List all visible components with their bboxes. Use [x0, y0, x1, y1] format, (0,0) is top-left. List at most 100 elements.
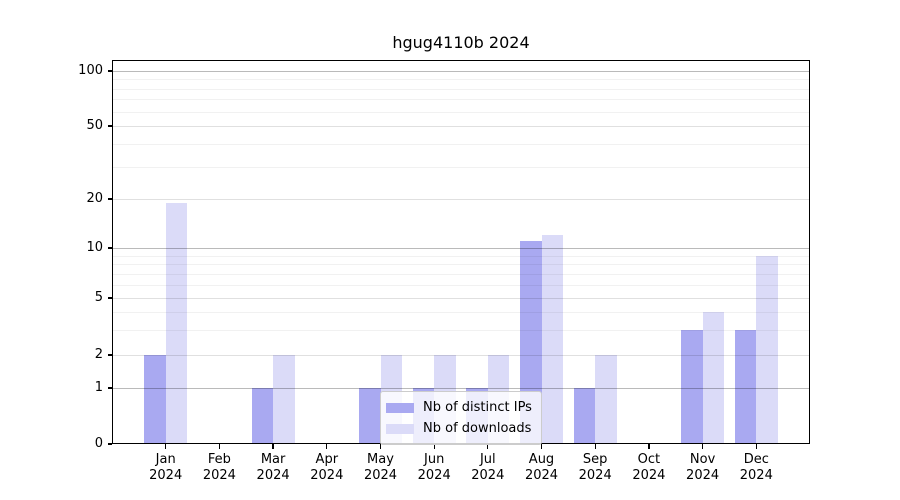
legend-label: Nb of downloads [423, 421, 532, 436]
x-axis-label: Jun 2024 [406, 452, 462, 483]
x-axis-label: Aug 2024 [514, 452, 570, 483]
y-axis-label: 0 [94, 436, 103, 451]
gridline-minor [112, 111, 810, 113]
gridline-major [112, 298, 810, 299]
x-label-year: 2024 [632, 467, 666, 483]
legend: Nb of distinct IPs Nb of downloads [380, 391, 542, 445]
spine-left [112, 60, 114, 444]
y-tick [107, 297, 112, 299]
x-tick [540, 444, 543, 449]
gridline-minor [112, 264, 810, 266]
gridline-minor [112, 273, 810, 275]
y-tick [107, 387, 112, 389]
gridline-minor [112, 88, 810, 90]
bar-downloads [595, 355, 617, 444]
legend-item: Nb of distinct IPs [386, 397, 532, 418]
y-tick [107, 247, 112, 249]
x-label-month: Mar [260, 452, 286, 467]
x-label-year: 2024 [578, 467, 612, 483]
legend-swatch-downloads [386, 423, 414, 434]
y-axis-label: 100 [78, 63, 103, 78]
x-axis-label: Feb 2024 [191, 452, 247, 483]
x-label-year: 2024 [310, 467, 344, 483]
gridline-major [112, 126, 810, 127]
bar-downloads [165, 202, 188, 444]
x-tick [487, 444, 489, 449]
x-label-month: May [367, 452, 394, 467]
legend-label: Nb of distinct IPs [423, 400, 532, 415]
x-label-month: Dec [743, 452, 769, 467]
y-axis-label: 5 [94, 290, 103, 305]
x-label-month: Sep [582, 452, 608, 467]
bar-downloads [273, 355, 295, 444]
x-tick [702, 444, 704, 449]
legend-item: Nb of downloads [386, 418, 532, 439]
bar-distinct-ips [144, 355, 166, 444]
x-label-month: Oct [637, 452, 661, 467]
x-label-year: 2024 [256, 467, 290, 483]
x-tick [165, 444, 167, 449]
gridline-major [112, 199, 810, 200]
y-axis-label: 1 [94, 380, 103, 395]
bar-downloads [702, 311, 725, 444]
x-tick [433, 444, 435, 449]
x-axis-label: May 2024 [353, 452, 409, 483]
x-label-month: Feb [207, 452, 231, 467]
legend-swatch-distinct-ips [386, 402, 414, 413]
x-label-month: Apr [315, 452, 339, 467]
x-tick [326, 444, 328, 449]
x-axis-label: Jul 2024 [460, 452, 516, 483]
x-label-year: 2024 [471, 467, 505, 483]
y-tick [107, 354, 112, 356]
y-tick [107, 125, 112, 127]
gridline-minor [112, 329, 810, 331]
gridline-decade [112, 71, 810, 72]
x-label-month: Jul [479, 452, 496, 467]
gridline-minor [112, 255, 810, 257]
gridline-major [112, 355, 810, 356]
x-label-month: Jan [155, 452, 176, 467]
gridline-minor [112, 99, 810, 101]
x-label-year: 2024 [363, 467, 398, 483]
x-axis-label: Oct 2024 [621, 452, 677, 483]
x-tick [755, 444, 757, 449]
gridline-minor [112, 284, 810, 286]
y-tick [107, 198, 112, 200]
gridline-minor [112, 311, 810, 313]
x-label-year: 2024 [149, 467, 183, 483]
x-label-month: Nov [689, 452, 716, 467]
x-tick [272, 444, 274, 449]
bar-downloads [756, 255, 778, 444]
gridline-decade [112, 248, 810, 249]
x-tick [379, 444, 382, 449]
bar-distinct-ips [359, 388, 381, 444]
gridline-minor [112, 166, 810, 168]
gridline-minor [112, 143, 810, 145]
y-axis-label: 10 [86, 240, 103, 255]
x-axis-label: Jan 2024 [138, 452, 194, 483]
x-axis-label: Mar 2024 [245, 452, 301, 483]
x-axis-label: Dec 2024 [728, 452, 784, 483]
plot-area: Nb of distinct IPs Nb of downloads 0 1 2 5 10… [78, 60, 810, 483]
y-axis-label: 20 [86, 191, 103, 206]
x-label-year: 2024 [417, 467, 451, 483]
bar-distinct-ips [251, 388, 274, 444]
x-tick [594, 444, 596, 449]
x-tick [218, 444, 220, 449]
x-label-month: Jun [424, 452, 445, 467]
chart-title: hgug4110b 2024 [392, 33, 530, 52]
bar-distinct-ips [734, 329, 757, 444]
y-tick [107, 70, 112, 72]
y-axis-label: 2 [94, 347, 103, 362]
x-axis-label: Nov 2024 [675, 452, 731, 483]
bar-downloads [541, 235, 563, 444]
x-axis-label: Sep 2024 [567, 452, 623, 483]
bar-distinct-ips [573, 388, 596, 444]
gridline-decade [112, 388, 810, 389]
x-label-year: 2024 [524, 467, 559, 483]
x-label-month: Aug [528, 452, 555, 467]
spine-top [112, 60, 810, 62]
spine-right [808, 60, 810, 444]
gridline-minor [112, 79, 810, 81]
